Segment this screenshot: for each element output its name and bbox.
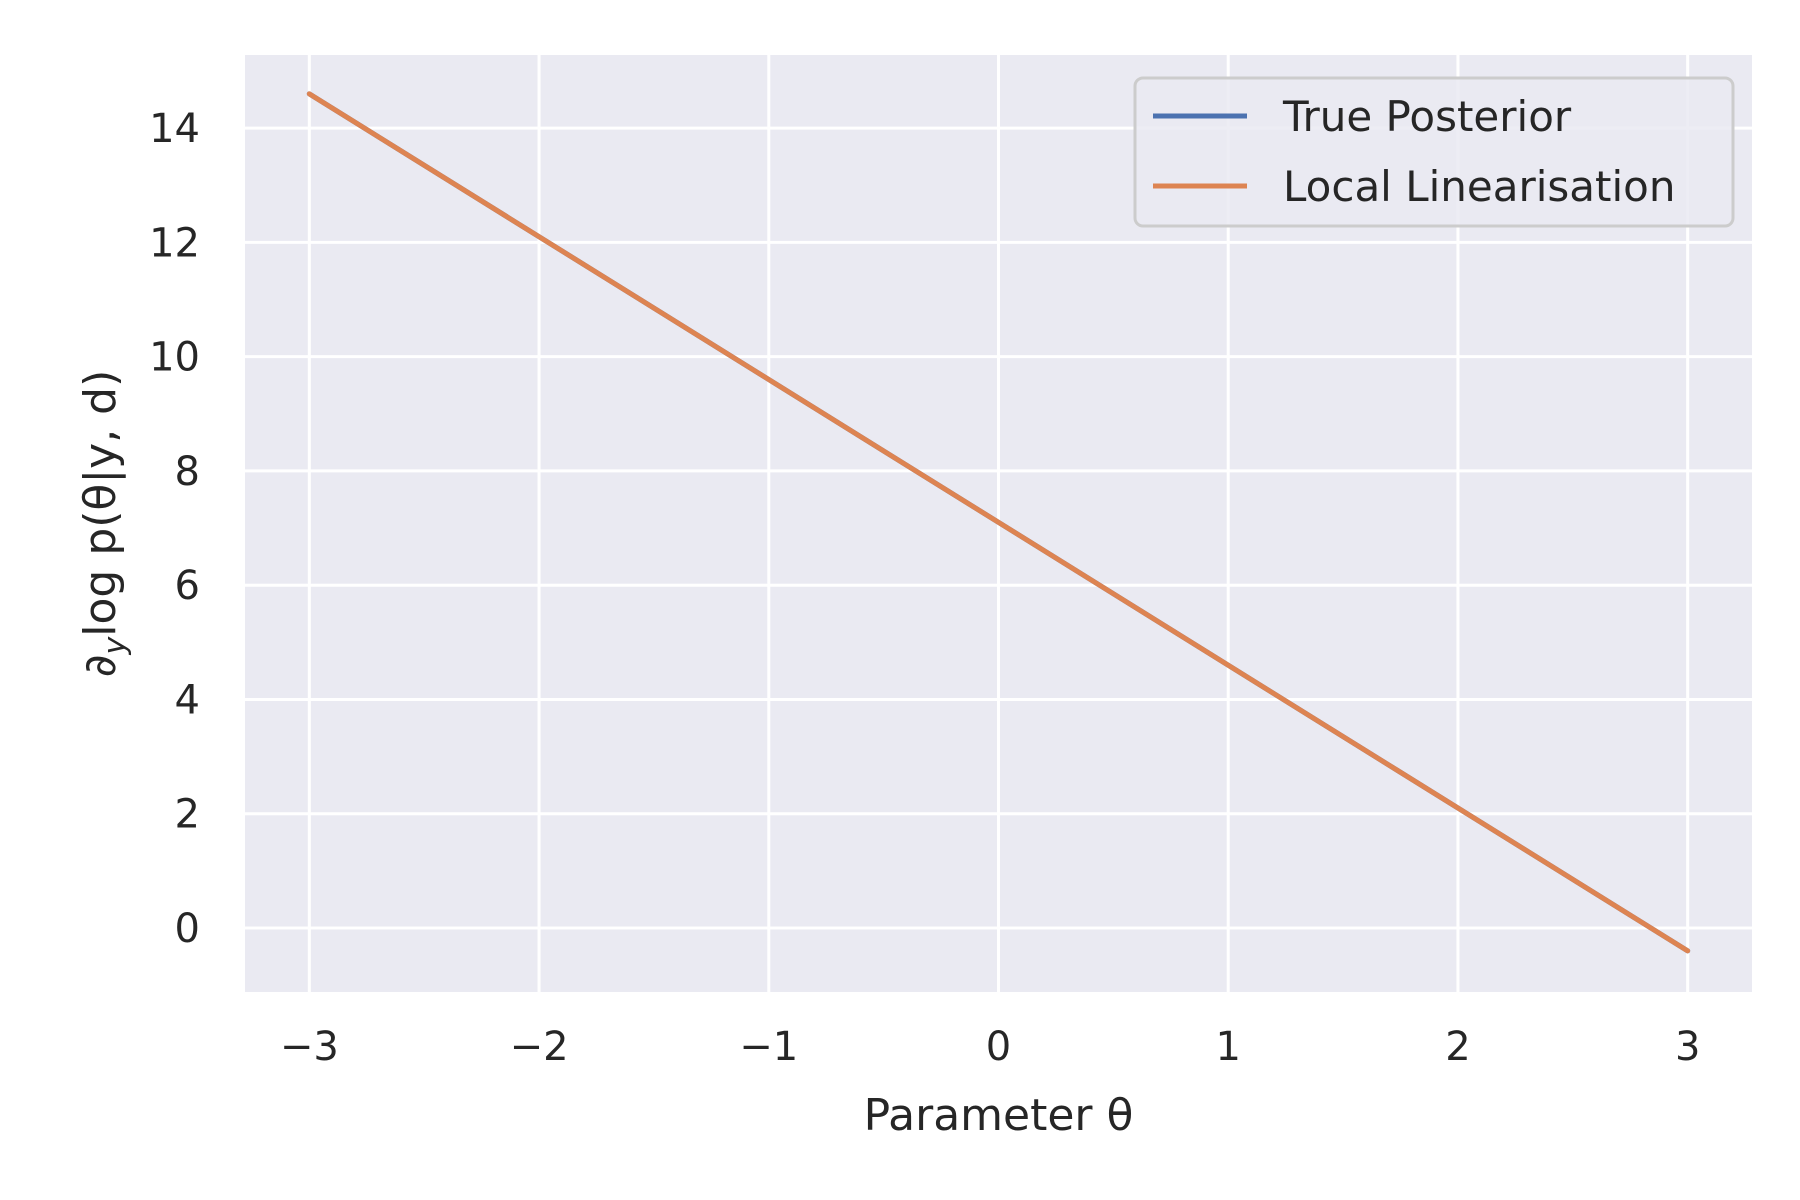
x-tick-labels: −3 −2 −1 0 1 2 3 xyxy=(280,1024,1701,1070)
legend-label: True Posterior xyxy=(1282,92,1572,141)
y-tick-label: 4 xyxy=(175,677,200,723)
x-tick-label: 3 xyxy=(1675,1024,1700,1070)
y-axis-label-sub: y xyxy=(98,636,133,656)
x-tick-label: −1 xyxy=(739,1024,798,1070)
y-tick-label: 10 xyxy=(149,335,200,381)
x-axis-label: Parameter θ xyxy=(864,1090,1134,1141)
y-tick-label: 12 xyxy=(149,220,200,266)
grid xyxy=(245,55,1752,992)
x-tick-label: 1 xyxy=(1215,1024,1240,1070)
series-line-local-linearisation xyxy=(306,91,1691,954)
x-tick-label: 2 xyxy=(1445,1024,1470,1070)
x-tick-label: −3 xyxy=(280,1024,339,1070)
y-tick-labels: 0 2 4 6 8 10 12 14 xyxy=(149,106,200,952)
y-axis-label-partial: ∂ xyxy=(75,655,126,678)
legend: True Posterior Local Linearisation xyxy=(1133,76,1735,228)
x-tick-label: −2 xyxy=(510,1024,569,1070)
x-tick-label: 0 xyxy=(986,1024,1011,1070)
y-tick-label: 14 xyxy=(149,106,200,152)
series-layer xyxy=(306,91,1691,954)
legend-box xyxy=(1133,76,1735,228)
y-axis-label-rest: log p(θ|y, d) xyxy=(75,370,126,637)
y-tick-label: 6 xyxy=(175,563,200,609)
y-tick-label: 0 xyxy=(175,906,200,952)
y-tick-label: 8 xyxy=(175,449,200,495)
y-tick-label: 2 xyxy=(175,792,200,838)
y-axis-label: ∂ylog p(θ|y, d) xyxy=(75,370,133,678)
legend-label: Local Linearisation xyxy=(1283,162,1675,211)
